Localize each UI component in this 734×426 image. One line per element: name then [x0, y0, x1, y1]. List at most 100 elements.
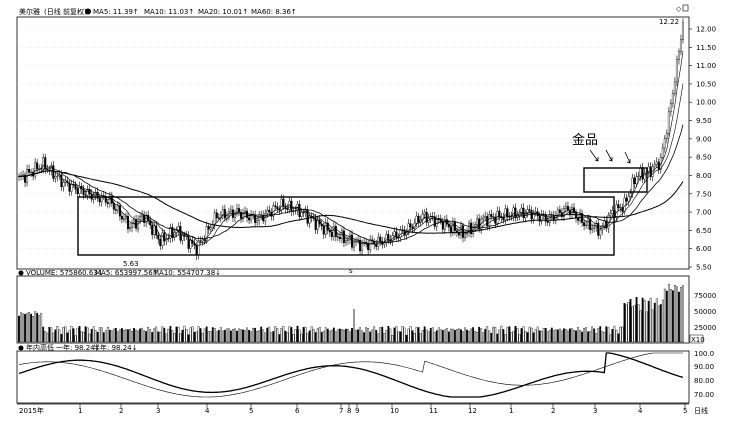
candle-body [649, 166, 652, 177]
date-tick-label: 9 [355, 407, 359, 415]
volume-bar [472, 327, 474, 343]
volume-bar [181, 329, 184, 343]
volume-bar [268, 326, 271, 343]
candle-body [514, 207, 517, 218]
candle-body [429, 216, 432, 219]
volume-bar [304, 326, 307, 343]
volume-bar [78, 326, 81, 343]
volume-bar [159, 331, 162, 343]
volume-bar [554, 329, 557, 343]
volume-bar [621, 326, 624, 343]
volume-bar [139, 328, 141, 343]
candle-body [639, 167, 642, 177]
candle-body [520, 207, 523, 213]
date-tick-label: 3 [156, 407, 160, 415]
volume-bar [534, 329, 537, 343]
candle-body [462, 225, 465, 238]
volume-bar [526, 332, 529, 343]
volume-bar [345, 328, 347, 343]
candle-body [482, 217, 485, 220]
volume-bar [280, 328, 283, 343]
candle-body [425, 211, 428, 223]
volume-bar [276, 328, 279, 343]
candle-body [199, 240, 202, 242]
volume-bar [502, 329, 505, 343]
price-tick-label: 12.00 [696, 26, 716, 34]
volume-bar [431, 327, 434, 343]
candle-body [141, 214, 144, 218]
volume-tick-75000: 75000 [694, 292, 716, 300]
volume-bar [234, 328, 236, 343]
settings-icon[interactable] [85, 8, 91, 15]
volume-bar [653, 302, 656, 343]
volume-bar [377, 333, 380, 343]
candle-body [393, 231, 396, 236]
candle-body [237, 208, 240, 213]
window-toggle-icon[interactable] [682, 4, 689, 12]
volume-bar [466, 329, 468, 343]
candle-body [225, 215, 228, 219]
volume-bar [439, 329, 442, 343]
volume-bar [161, 326, 164, 343]
volume-bar [129, 328, 131, 343]
volume-bar [288, 326, 291, 343]
volume-bar [441, 330, 444, 343]
volume-bar [532, 332, 535, 343]
indicator-settings-icon[interactable] [18, 345, 24, 351]
candle-body [488, 214, 491, 227]
volume-bar [98, 327, 101, 343]
candle-body [30, 171, 33, 173]
volume-bar [322, 330, 325, 343]
diamond-icon[interactable]: ◇ [676, 5, 682, 13]
volume-bar [678, 291, 680, 343]
volume-bar [66, 332, 69, 343]
volume-bar [56, 326, 59, 343]
candle-body [617, 204, 620, 209]
candle-body [397, 237, 400, 239]
volume-bar [429, 328, 432, 343]
volume-bar [615, 329, 618, 343]
volume-bar [191, 326, 194, 343]
volume-bar [86, 327, 89, 343]
volume-bar [296, 325, 299, 343]
candle-body [235, 208, 238, 214]
volume-bar [512, 330, 515, 343]
volume-bar [177, 326, 180, 343]
candle-body [44, 157, 47, 170]
volume-bar [530, 327, 533, 343]
candle-body [233, 212, 236, 218]
volume-bar [310, 326, 313, 343]
volume-bar [157, 331, 160, 343]
volume-bar [363, 332, 366, 343]
candle-body [52, 165, 55, 179]
candle-body [266, 209, 269, 214]
low-price-label: 5.63 [123, 260, 139, 268]
candle-body [597, 223, 600, 236]
volume-bar [324, 327, 327, 343]
volume-bar [135, 329, 137, 343]
date-tick-label: 12 [468, 407, 477, 415]
date-tick-label: 10 [390, 407, 399, 415]
candle-body [627, 196, 630, 202]
volume-bar [357, 329, 359, 343]
candle-body [464, 233, 467, 238]
candle-body [433, 216, 436, 227]
candle-body [231, 209, 234, 218]
candle-body [552, 215, 555, 221]
volume-bar [185, 328, 188, 343]
volume-bar [165, 333, 168, 343]
candle-body [106, 202, 109, 204]
candle-body [302, 212, 305, 214]
volume-bar [587, 331, 590, 343]
candle-body [201, 239, 204, 242]
volume-bar [480, 328, 483, 343]
volume-bar [179, 333, 182, 343]
volume-bar [92, 326, 95, 343]
volume-settings-icon[interactable] [18, 270, 24, 276]
candle-body [98, 198, 101, 203]
volume-bar [659, 304, 662, 343]
volume-bar [328, 330, 331, 343]
volume-bar [112, 328, 115, 343]
volume-bar [518, 334, 521, 343]
